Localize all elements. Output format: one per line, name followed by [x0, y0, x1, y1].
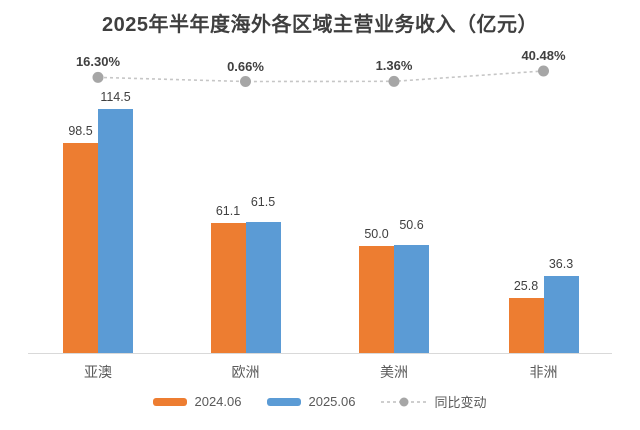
legend-item-2025: 2025.06	[267, 394, 355, 409]
value-label-2024-美洲: 50.0	[364, 227, 389, 242]
category-label-欧洲: 欧洲	[231, 364, 260, 380]
value-label-2024-欧洲: 61.1	[215, 203, 241, 218]
x-axis-line	[28, 353, 612, 354]
yoy-marker-亚澳	[92, 71, 104, 83]
category-label-亚澳: 亚澳	[84, 364, 112, 380]
bar-2024-欧洲	[210, 222, 246, 353]
bar-2024-美洲	[359, 246, 394, 353]
yoy-marker-非洲	[538, 65, 549, 77]
yoy-label-美洲: 1.36%	[375, 58, 413, 74]
bar-2024-亚澳	[63, 142, 98, 353]
yoy-label-亚澳: 16.30%	[75, 54, 121, 70]
yoy-marker-美洲	[388, 75, 400, 87]
value-label-2025-美洲: 50.6	[399, 218, 424, 233]
yoy-label-欧洲: 0.66%	[227, 58, 264, 74]
value-label-2025-亚澳: 114.5	[100, 89, 131, 104]
value-label-2025-欧洲: 61.5	[250, 194, 276, 209]
legend: 2024.06 2025.06 同比变动	[0, 392, 640, 411]
yoy-label-非洲: 40.48%	[521, 47, 566, 63]
bar-2025-欧洲	[245, 221, 281, 353]
legend-label-yoy: 同比变动	[434, 395, 487, 410]
bar-2025-亚澳	[98, 108, 133, 353]
yoy-marker-欧洲	[240, 76, 251, 88]
value-label-2025-非洲: 36.3	[548, 256, 574, 271]
yoy-line-path	[97, 70, 544, 83]
value-label-2024-非洲: 25.8	[513, 278, 539, 293]
chart-title: 2025年半年度海外各区域主营业务收入（亿元）	[102, 14, 538, 36]
category-label-非洲: 非洲	[529, 364, 558, 380]
bar-2024-非洲	[508, 297, 544, 353]
legend-label-2024: 2024.06	[194, 394, 242, 409]
bar-2025-非洲	[543, 275, 579, 353]
legend-swatch-2025-icon	[267, 397, 302, 406]
bar-2025-美洲	[394, 245, 429, 353]
dashed-line-icon	[381, 397, 428, 406]
legend-swatch-2024-icon	[153, 397, 188, 406]
legend-item-2024: 2024.06	[153, 394, 241, 409]
category-label-美洲: 美洲	[380, 364, 408, 380]
value-label-2024-亚澳: 98.5	[68, 123, 93, 138]
legend-item-yoy: 同比变动	[381, 392, 487, 411]
legend-label-2025: 2025.06	[308, 394, 356, 409]
